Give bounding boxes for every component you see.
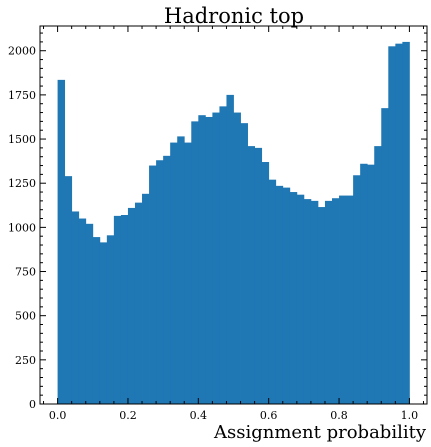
histogram-bar [163,155,171,404]
x-axis-label: Assignment probability [213,422,427,443]
histogram-bar [85,223,94,404]
histogram-bar [233,112,241,405]
histogram-bar [346,195,354,404]
histogram-bar [282,187,291,404]
x-tick-label: 0.2 [119,409,137,422]
histogram-bar [332,198,340,404]
x-tick-label: 0.0 [49,409,67,422]
histogram-bar [212,112,220,405]
histogram-bar [360,163,368,404]
histogram-bar [198,115,206,404]
histogram-bar [149,165,157,404]
histogram-bar [388,46,396,405]
histogram-bar [99,242,108,404]
histogram-bar [142,193,150,404]
histogram-bar [205,116,213,404]
histogram-bar [353,175,361,404]
y-tick-label: 2000 [8,45,36,58]
y-tick-label: 250 [15,354,36,367]
y-tick-label: 750 [15,266,36,279]
histogram-bar [120,215,129,404]
histogram-bar [381,108,389,404]
histogram-bar [113,215,122,404]
histogram-bar [240,123,248,405]
histogram-bar [78,218,87,404]
histogram-bar [191,121,199,404]
chart-title: Hadronic top [164,4,304,28]
x-tick-label: 0.6 [260,409,278,422]
histogram-bar [296,194,305,404]
histogram-bar [134,202,143,404]
y-tick-label: 1750 [8,89,36,102]
histogram-bar [402,41,410,405]
bars-group [57,41,410,405]
histogram-bar [367,164,375,404]
histogram-bar [317,207,326,404]
histogram-bar [226,94,234,404]
histogram-bar [289,192,298,404]
histogram-bar [310,200,319,404]
histogram-bar [219,106,227,405]
histogram-bar [324,200,333,404]
x-tick-label: 0.4 [190,409,208,422]
histogram-bar [106,235,115,404]
histogram-bar [71,211,80,404]
y-tick-label: 1500 [8,133,36,146]
y-tick-label: 500 [15,310,36,323]
histogram-bar [57,79,66,405]
x-tick-label: 1.0 [401,409,419,422]
y-tick-label: 0 [29,398,36,411]
histogram-bar [170,142,178,404]
histogram-bar [177,136,185,404]
histogram-bar [303,199,312,404]
y-tick-label: 1000 [8,221,36,234]
x-tick-label: 0.8 [330,409,348,422]
histogram-bar [374,146,382,405]
tick-labels-group: 0.0 0.2 0.4 0.6 0.8 1.0 0 250 500 750 1000 1250 1500… [8,45,418,422]
histogram-bar [127,207,136,404]
y-tick-label: 1250 [8,177,36,190]
histogram-bar [395,43,403,404]
histogram-bar [339,195,347,404]
histogram-bar [184,142,192,404]
histogram-bar [261,162,270,404]
histogram-bar [268,179,277,404]
plot-frame [39,25,428,405]
histogram-bar [247,146,256,405]
histogram-bar [156,160,164,404]
histogram-bar [92,237,101,404]
histogram-bar [275,185,284,404]
histogram-bar [254,147,263,404]
histogram-bar [64,176,73,404]
